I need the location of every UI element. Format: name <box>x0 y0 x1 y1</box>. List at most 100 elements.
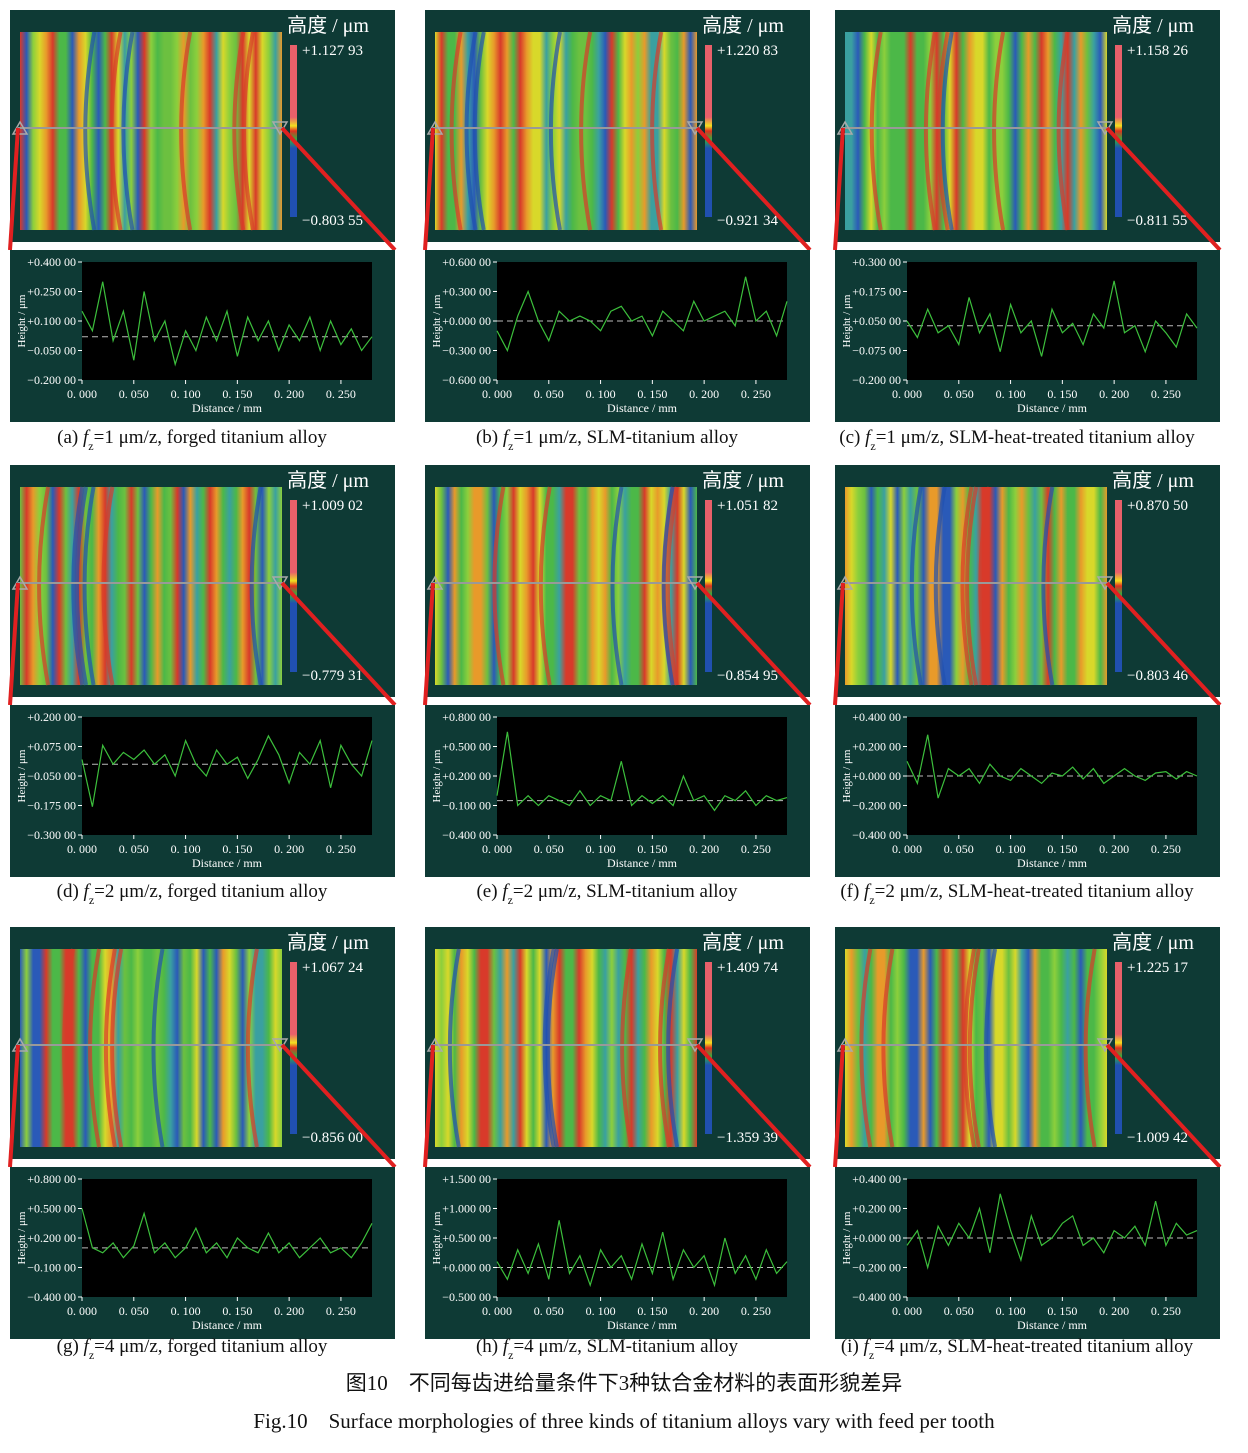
colorbar-min: −0.779 31 <box>302 668 363 684</box>
colorbar-min: −1.359 39 <box>717 1130 778 1146</box>
plot-area <box>82 717 372 835</box>
y-tick-label: −0.200 00 <box>852 799 901 813</box>
map-streak <box>472 31 486 231</box>
x-tick-label: 0. 000 <box>892 387 922 401</box>
y-tick-label: −0.075 00 <box>852 344 901 358</box>
caption-part: =2 μm/z, forged titanium alloy <box>94 881 328 902</box>
map-streak <box>62 948 76 1148</box>
x-tick-label: 0. 050 <box>944 387 974 401</box>
x-axis-title: Distance / mm <box>192 856 263 870</box>
height-map <box>20 949 282 1147</box>
zoom-line <box>280 126 397 252</box>
colorbar <box>1115 500 1122 672</box>
profile-line <box>81 281 373 367</box>
height-map <box>435 487 697 685</box>
zoom-line <box>423 582 435 706</box>
colorbar-title: 高度 / μm <box>702 469 784 492</box>
colorbar-min: −0.921 34 <box>717 213 778 229</box>
map-streak <box>110 948 124 1148</box>
caption: (b) fz=1 μm/z, SLM-titanium alloy <box>476 427 739 453</box>
caption-part: f <box>502 881 510 902</box>
colorbar <box>705 962 712 1134</box>
map-streak <box>1056 31 1070 231</box>
height-map <box>20 487 282 685</box>
profile-line <box>906 734 1198 799</box>
caption: (g) fz=4 μm/z, forged titanium alloy <box>57 1336 328 1362</box>
x-tick-label: 0. 100 <box>996 387 1026 401</box>
caption: (i) fz=4 μm/z, SLM-heat-treated titanium… <box>841 1336 1194 1362</box>
colorbar <box>290 45 297 217</box>
x-tick-label: 0. 000 <box>892 1304 922 1318</box>
x-axis-title: Distance / mm <box>1017 856 1088 870</box>
profile-line <box>496 731 788 812</box>
x-tick-label: 0. 150 <box>637 842 667 856</box>
caption-part: f <box>864 1336 872 1357</box>
y-tick-label: +0.200 00 <box>852 1202 901 1216</box>
colorbar-title: 高度 / μm <box>1112 469 1194 492</box>
caption-part: (h) <box>476 1336 503 1357</box>
caption: (c) fz=1 μm/z, SLM-heat-treated titanium… <box>839 427 1195 453</box>
x-tick-label: 0. 150 <box>637 1304 667 1318</box>
caption-part: f <box>865 427 873 448</box>
map-streak <box>666 948 680 1148</box>
x-tick-label: 0. 050 <box>119 842 149 856</box>
map-streak <box>242 31 256 231</box>
colorbar-max: +1.225 17 <box>1127 960 1188 976</box>
plot-area <box>497 1179 787 1297</box>
map-streak <box>83 31 97 231</box>
x-tick-label: 0. 000 <box>892 842 922 856</box>
caption-part: (b) <box>476 427 503 448</box>
y-tick-label: +0.000 00 <box>852 1231 901 1245</box>
x-tick-label: 0. 000 <box>482 842 512 856</box>
colorbar-max: +1.009 02 <box>302 498 363 514</box>
colorbar-max: +1.067 24 <box>302 960 363 976</box>
x-tick-label: 0. 050 <box>534 1304 564 1318</box>
zoom-line <box>423 1044 435 1168</box>
y-tick-label: +0.000 00 <box>442 1261 491 1275</box>
x-tick-label: 0. 200 <box>274 387 304 401</box>
map-streak <box>447 948 461 1148</box>
height-map <box>845 487 1107 685</box>
x-tick-label: 0. 250 <box>1151 842 1181 856</box>
map-streak <box>923 31 937 231</box>
y-tick-label: −0.400 00 <box>852 828 901 842</box>
x-tick-label: 0. 100 <box>586 387 616 401</box>
y-tick-label: −0.600 00 <box>442 373 491 387</box>
y-tick-label: −0.200 00 <box>27 373 76 387</box>
zoom-line <box>695 581 812 707</box>
y-tick-label: +0.300 00 <box>442 285 491 299</box>
y-tick-label: +0.500 00 <box>442 740 491 754</box>
y-tick-label: −0.400 00 <box>27 1290 76 1304</box>
colorbar-title: 高度 / μm <box>702 14 784 37</box>
zoom-line <box>280 1043 397 1169</box>
x-axis-title: Distance / mm <box>1017 401 1088 415</box>
colorbar-min: −0.803 46 <box>1127 668 1188 684</box>
map-streak <box>245 948 259 1148</box>
map-streak <box>109 31 123 231</box>
caption-part: =4 μm/z, SLM-titanium alloy <box>513 1336 738 1357</box>
map-streak <box>101 486 115 686</box>
x-tick-label: 0. 000 <box>67 1304 97 1318</box>
x-tick-label: 0. 250 <box>1151 1304 1181 1318</box>
x-tick-label: 0. 000 <box>482 387 512 401</box>
y-axis-title: Height / μm <box>16 1211 28 1264</box>
colorbar-max: +1.158 26 <box>1127 43 1188 59</box>
x-axis-title: Distance / mm <box>607 1318 678 1332</box>
y-tick-label: −0.175 00 <box>27 799 76 813</box>
caption: (d) fz=2 μm/z, forged titanium alloy <box>57 881 328 907</box>
x-tick-label: 0. 250 <box>1151 387 1181 401</box>
map-streak <box>661 486 675 686</box>
x-tick-label: 0. 200 <box>689 1304 719 1318</box>
caption-part: (a) <box>57 427 83 448</box>
y-tick-label: +0.200 00 <box>27 1231 76 1245</box>
map-streak <box>859 948 873 1148</box>
zoom-line <box>8 127 20 251</box>
caption-part: =1 μm/z, SLM-heat-treated titanium alloy <box>876 427 1196 448</box>
y-tick-label: −0.200 00 <box>852 1261 901 1275</box>
colorbar <box>1115 962 1122 1134</box>
caption-part: z <box>869 1348 874 1362</box>
caption-part: =2 μm/z, SLM-heat-treated titanium alloy <box>875 881 1195 902</box>
x-tick-label: 0. 200 <box>274 1304 304 1318</box>
x-tick-label: 0. 150 <box>222 387 252 401</box>
